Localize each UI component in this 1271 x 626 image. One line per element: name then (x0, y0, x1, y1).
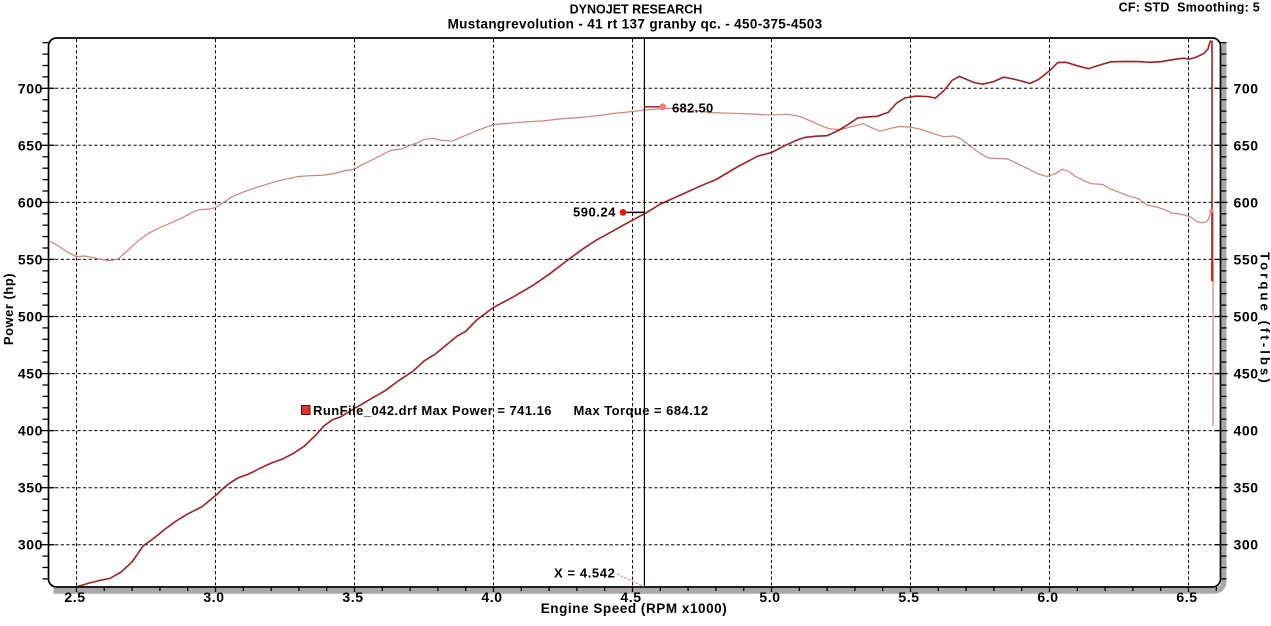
svg-text:600: 600 (18, 194, 43, 210)
svg-text:500: 500 (18, 309, 43, 325)
svg-text:682.50: 682.50 (672, 100, 714, 115)
svg-text:5.5: 5.5 (898, 589, 919, 605)
svg-text:350: 350 (1234, 480, 1259, 496)
svg-text:Mustangrevolution - 41 rt 137: Mustangrevolution - 41 rt 137 granby qc.… (448, 17, 823, 32)
svg-text:Engine Speed (RPM x1000): Engine Speed (RPM x1000) (541, 601, 728, 616)
svg-text:6.5: 6.5 (1176, 589, 1197, 605)
svg-text:700: 700 (1234, 80, 1259, 96)
svg-text:400: 400 (1234, 423, 1259, 439)
svg-text:600: 600 (1234, 194, 1259, 210)
svg-text:5.0: 5.0 (759, 589, 780, 605)
svg-text:700: 700 (18, 80, 43, 96)
svg-text:590.24: 590.24 (573, 204, 616, 219)
svg-text:RunFile_042.drf Max Power = 74: RunFile_042.drf Max Power = 741.16 (313, 403, 552, 418)
svg-text:4.0: 4.0 (481, 589, 502, 605)
svg-text:3.0: 3.0 (203, 589, 224, 605)
svg-text:Max Torque = 684.12: Max Torque = 684.12 (574, 403, 709, 418)
svg-text:CF: STD Smoothing: 5: CF: STD Smoothing: 5 (1119, 0, 1260, 14)
svg-text:3.5: 3.5 (342, 589, 363, 605)
svg-text:Power (hp): Power (hp) (1, 273, 16, 345)
svg-text:450: 450 (18, 366, 43, 382)
svg-text:300: 300 (18, 537, 43, 553)
svg-text:X = 4.542: X = 4.542 (554, 565, 615, 580)
svg-text:650: 650 (1234, 137, 1259, 153)
svg-text:650: 650 (18, 137, 43, 153)
svg-text:300: 300 (1234, 537, 1259, 553)
svg-text:400: 400 (18, 423, 43, 439)
svg-text:500: 500 (1234, 309, 1259, 325)
svg-text:DYNOJET RESEARCH: DYNOJET RESEARCH (570, 3, 703, 17)
svg-text:6.0: 6.0 (1037, 589, 1058, 605)
svg-text:2.5: 2.5 (64, 589, 85, 605)
svg-text:550: 550 (1234, 251, 1259, 267)
svg-text:550: 550 (18, 251, 43, 267)
svg-text:350: 350 (18, 480, 43, 496)
svg-text:Torque (ft-lbs): Torque (ft-lbs) (1258, 252, 1271, 386)
svg-text:450: 450 (1234, 366, 1259, 382)
